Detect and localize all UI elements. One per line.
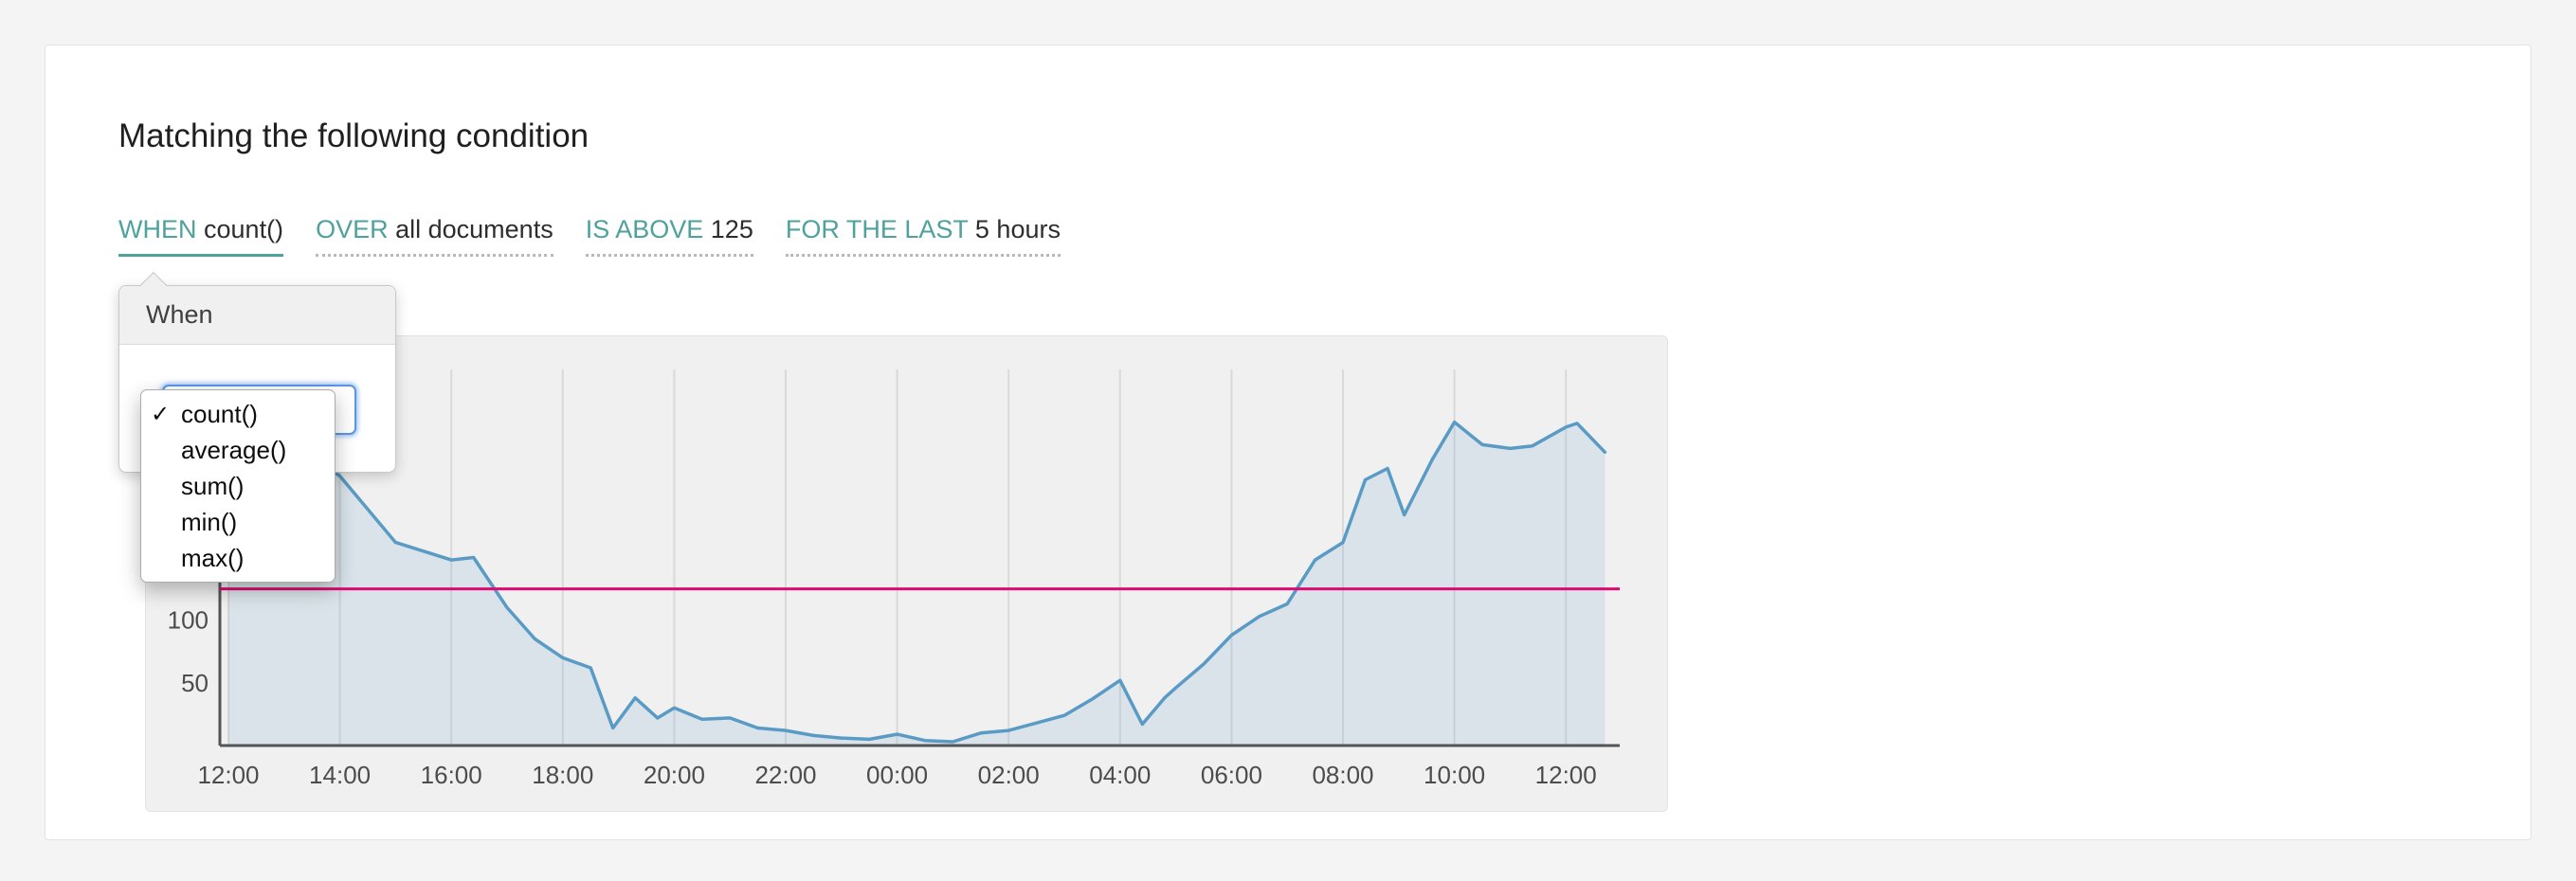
dropdown-option-label: min()	[181, 507, 238, 536]
threshold-chart-svg: 12:00 14:00 16:00 18:00 20:00 22:00 00:00 02:00…	[168, 369, 1620, 789]
dropdown-option-max[interactable]: max()	[141, 540, 335, 576]
svg-text:18:00: 18:00	[532, 761, 593, 789]
condition-over[interactable]: OVER all documents	[316, 214, 553, 258]
dropdown-option-label: max()	[181, 543, 245, 572]
svg-text:20:00: 20:00	[644, 761, 705, 789]
svg-text:08:00: 08:00	[1312, 761, 1373, 789]
svg-text:06:00: 06:00	[1201, 761, 1262, 789]
condition-threshold-value: 125	[710, 215, 753, 243]
dropdown-option-min[interactable]: min()	[141, 504, 335, 540]
svg-text:02:00: 02:00	[978, 761, 1040, 789]
svg-text:50: 50	[181, 669, 209, 697]
dropdown-option-label: average()	[181, 435, 287, 464]
check-icon: ✓	[151, 401, 171, 427]
condition-threshold-keyword: IS ABOVE	[585, 215, 704, 243]
svg-text:22:00: 22:00	[754, 761, 816, 789]
svg-text:10:00: 10:00	[1424, 761, 1485, 789]
dropdown-option-count[interactable]: ✓ count()	[141, 396, 335, 432]
condition-expression-row: WHEN count() OVER all documents IS ABOVE…	[118, 214, 1061, 258]
dropdown-option-average[interactable]: average()	[141, 432, 335, 468]
condition-over-keyword: OVER	[316, 215, 389, 243]
condition-timewindow-value: 5 hours	[974, 215, 1061, 243]
svg-text:12:00: 12:00	[197, 761, 259, 789]
svg-text:100: 100	[168, 606, 209, 635]
popover-title: When	[119, 286, 395, 345]
condition-over-value: all documents	[395, 215, 553, 243]
svg-text:12:00: 12:00	[1535, 761, 1597, 789]
condition-timewindow-keyword: FOR THE LAST	[785, 215, 969, 243]
dropdown-option-label: count()	[181, 399, 258, 428]
condition-timewindow[interactable]: FOR THE LAST 5 hours	[785, 214, 1061, 258]
condition-when[interactable]: WHEN count()	[118, 214, 284, 258]
dropdown-option-sum[interactable]: sum()	[141, 468, 335, 504]
condition-when-value: count()	[204, 215, 284, 243]
condition-card: Matching the following condition WHEN co…	[45, 45, 2531, 840]
page-title: Matching the following condition	[118, 117, 590, 154]
svg-text:04:00: 04:00	[1089, 761, 1151, 789]
svg-text:14:00: 14:00	[309, 761, 371, 789]
svg-text:16:00: 16:00	[421, 761, 482, 789]
svg-text:00:00: 00:00	[866, 761, 928, 789]
dropdown-option-label: sum()	[181, 471, 245, 500]
aggregation-dropdown: ✓ count() average() sum() min() max()	[140, 389, 336, 583]
threshold-chart-panel: 12:00 14:00 16:00 18:00 20:00 22:00 00:00 02:00…	[145, 335, 1668, 812]
condition-threshold[interactable]: IS ABOVE 125	[585, 214, 753, 258]
condition-when-keyword: WHEN	[118, 215, 197, 243]
